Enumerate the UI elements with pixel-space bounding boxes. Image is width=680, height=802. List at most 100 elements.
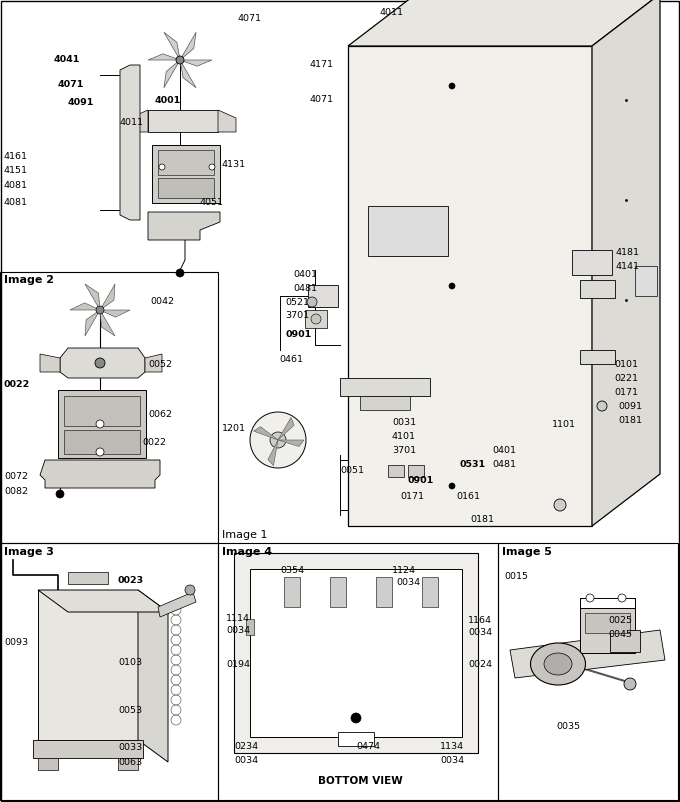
Text: 0052: 0052 [148,360,172,369]
Polygon shape [60,348,145,378]
Circle shape [207,215,213,221]
Text: 0034: 0034 [226,626,250,635]
Text: 0053: 0053 [118,706,142,715]
Text: 0022: 0022 [4,380,30,389]
Polygon shape [85,310,100,336]
Text: 0234: 0234 [234,742,258,751]
Text: 1114: 1114 [226,614,250,623]
Circle shape [449,283,455,289]
Text: 4011: 4011 [380,8,404,17]
Text: 0035: 0035 [556,722,580,731]
Circle shape [270,432,286,448]
Text: 4141: 4141 [616,262,640,271]
Bar [234,553,478,753]
Text: 0171: 0171 [614,388,638,397]
Circle shape [618,594,626,602]
Polygon shape [148,212,220,240]
Text: Image 3: Image 3 [4,547,54,557]
Circle shape [176,269,184,277]
Text: 1101: 1101 [552,420,576,429]
Text: 0481: 0481 [492,460,516,469]
Text: 0034: 0034 [440,756,464,765]
Polygon shape [348,0,660,46]
Bar [58,390,146,458]
Text: 0042: 0042 [150,297,174,306]
Text: 0401: 0401 [492,446,516,455]
Bar [158,150,214,175]
Text: 0015: 0015 [504,572,528,581]
Polygon shape [510,630,665,678]
Polygon shape [278,418,294,440]
Bar [388,465,404,477]
Polygon shape [592,0,660,526]
Polygon shape [164,32,180,60]
Polygon shape [164,60,180,87]
Text: 1124: 1124 [392,566,416,575]
Circle shape [311,314,321,324]
Text: 4181: 4181 [616,248,640,257]
Text: 1134: 1134 [440,742,464,751]
Polygon shape [130,110,148,132]
Bar [148,110,218,132]
Polygon shape [158,592,196,617]
Text: 4081: 4081 [4,181,28,190]
Text: 0481: 0481 [293,284,317,293]
Text: 0091: 0091 [618,402,642,411]
Bar [498,543,678,800]
Text: 0901: 0901 [408,476,435,485]
Polygon shape [100,310,130,317]
Text: 0025: 0025 [608,616,632,625]
Circle shape [132,177,138,183]
Text: 0101: 0101 [614,360,638,369]
Bar [0,543,218,800]
Polygon shape [278,440,304,447]
Bar [368,206,448,256]
Circle shape [586,594,594,602]
Polygon shape [145,354,162,372]
Polygon shape [40,354,60,372]
Polygon shape [254,427,278,440]
Text: 0031: 0031 [392,418,416,427]
Circle shape [176,56,184,64]
Bar [360,396,410,410]
Polygon shape [180,60,212,66]
Text: 0022: 0022 [142,438,166,447]
Text: 0034: 0034 [468,628,492,637]
Text: BOTTOM VIEW: BOTTOM VIEW [318,776,403,786]
Text: 4071: 4071 [238,14,262,23]
Bar [38,590,138,740]
Bar [580,350,615,364]
Bar [64,430,140,454]
Bar [338,732,374,746]
Bar [330,577,346,607]
Text: 0093: 0093 [4,638,28,647]
Bar [305,310,327,328]
Text: 0401: 0401 [293,270,317,279]
Polygon shape [138,590,168,762]
Text: 0221: 0221 [614,374,638,383]
Polygon shape [268,440,278,466]
Text: 0194: 0194 [226,660,250,669]
Text: 0171: 0171 [400,492,424,501]
Bar [308,285,338,307]
Bar [33,740,143,758]
Text: Image 5: Image 5 [502,547,552,557]
Bar [118,758,138,770]
Text: 4101: 4101 [392,432,416,441]
Circle shape [307,297,317,307]
Polygon shape [38,590,168,612]
Bar [158,178,214,198]
Polygon shape [100,310,115,336]
Bar [348,46,592,526]
Circle shape [132,97,138,103]
Bar [284,577,300,607]
Circle shape [449,483,455,489]
Text: 4071: 4071 [58,80,84,89]
Text: Image 1: Image 1 [222,530,267,540]
Text: 0181: 0181 [470,515,494,524]
Polygon shape [148,54,180,60]
Bar [218,543,498,800]
Circle shape [95,358,105,368]
Bar [580,280,615,298]
Text: 0461: 0461 [279,355,303,364]
